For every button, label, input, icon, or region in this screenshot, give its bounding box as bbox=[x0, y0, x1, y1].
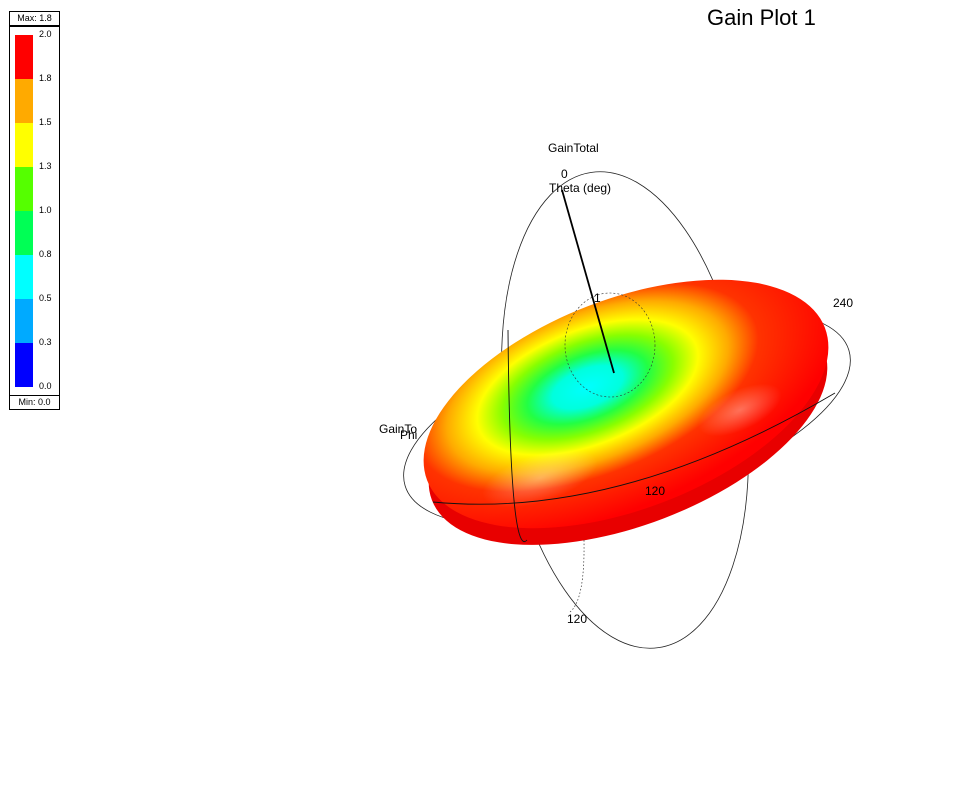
legend-min-label: Min: 0.0 bbox=[9, 395, 60, 410]
legend-swatch-7 bbox=[15, 299, 33, 343]
phi-label-240: 240 bbox=[833, 296, 853, 310]
legend-tick: 0.5 bbox=[39, 293, 52, 303]
legend-tick: 1.3 bbox=[39, 161, 52, 171]
ring-label-120-b: 120 bbox=[567, 612, 587, 626]
theta-dotted-arc bbox=[569, 539, 585, 613]
legend-tick: 0.3 bbox=[39, 337, 52, 347]
ring-label-120-a: 120 bbox=[645, 484, 665, 498]
legend-color-bar: 2.0 1.8 1.5 1.3 1.0 0.8 0.5 0.3 0.0 bbox=[9, 26, 60, 396]
phi-ring-front bbox=[432, 392, 836, 505]
legend-max-label: Max: 1.8 bbox=[9, 11, 60, 26]
legend-tick: 2.0 bbox=[39, 29, 52, 39]
theta-axis-line bbox=[561, 189, 615, 374]
inner-grid-ring bbox=[564, 292, 656, 398]
side-quantity-label: GainTo bbox=[379, 422, 417, 436]
legend-swatch-6 bbox=[15, 255, 33, 299]
legend-swatch-1 bbox=[15, 35, 33, 79]
legend-tick: 1.5 bbox=[39, 117, 52, 127]
legend-tick: 1.0 bbox=[39, 205, 52, 215]
legend-tick: 1.8 bbox=[39, 73, 52, 83]
inner-tick-label: 1 bbox=[594, 291, 601, 305]
theta-axis-label: Theta (deg) bbox=[549, 181, 611, 195]
legend-swatch-4 bbox=[15, 167, 33, 211]
theta-ring-front bbox=[507, 329, 528, 542]
legend-tick: 0.8 bbox=[39, 249, 52, 259]
legend-tick: 0.0 bbox=[39, 381, 52, 391]
plot-title: Gain Plot 1 bbox=[707, 5, 816, 30]
side-phi-label: Phi bbox=[400, 428, 417, 442]
legend-swatch-3 bbox=[15, 123, 33, 167]
legend-swatch-8 bbox=[15, 343, 33, 387]
legend-swatch-2 bbox=[15, 79, 33, 123]
theta-zero-label: 0 bbox=[561, 167, 568, 181]
quantity-label: GainTotal bbox=[548, 141, 599, 155]
torus-highlight bbox=[482, 448, 598, 508]
torus-highlight bbox=[698, 383, 782, 437]
legend-swatch-5 bbox=[15, 211, 33, 255]
